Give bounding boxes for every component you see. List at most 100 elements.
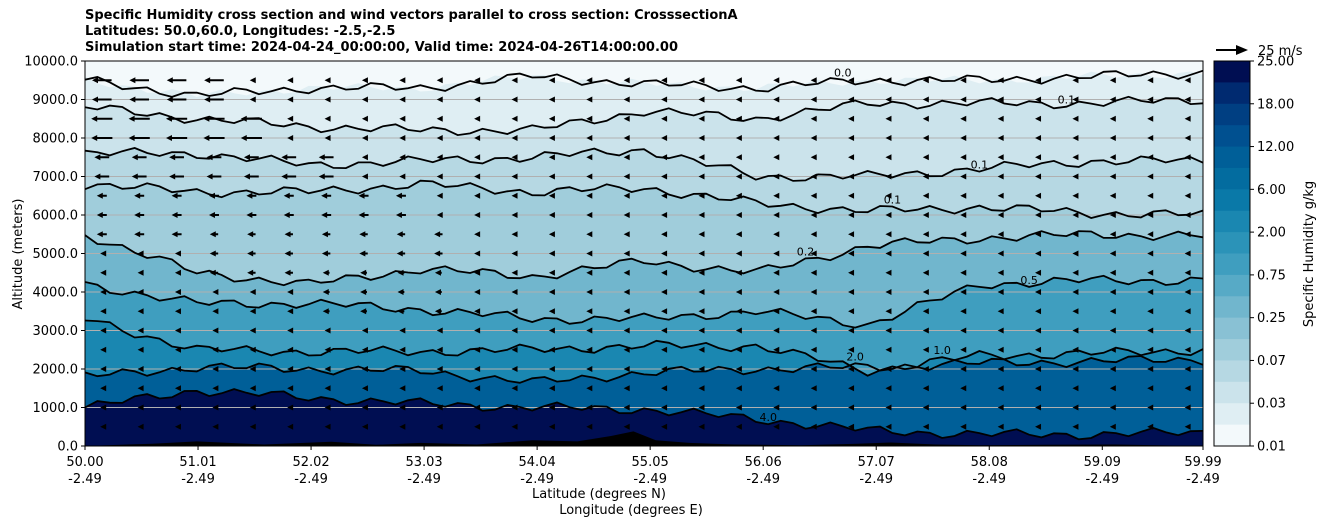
wind-vector	[623, 346, 630, 353]
wind-vector	[318, 173, 334, 180]
wind-vector	[361, 346, 368, 353]
wind-vector-head	[166, 96, 173, 103]
wind-vector-head	[361, 154, 368, 161]
wind-vector	[1035, 404, 1042, 411]
wind-vector	[249, 385, 256, 392]
wind-vector-head	[436, 135, 443, 141]
wind-vector-head	[922, 308, 929, 315]
wind-vector	[735, 423, 742, 430]
wind-vector-head	[922, 269, 929, 276]
quiver-key-label: 25 m/s	[1258, 44, 1303, 59]
wind-vector	[434, 308, 442, 315]
colorbar-label: Specific Humidity g/kg	[1302, 181, 1317, 327]
wind-vector-head	[623, 154, 630, 161]
wind-vector	[281, 154, 297, 161]
wind-vector-head	[96, 231, 103, 238]
wind-vector-head	[169, 154, 176, 161]
wind-vector	[548, 250, 555, 257]
wind-vector	[287, 423, 294, 430]
wind-vector-head	[249, 346, 256, 353]
wind-vector	[922, 327, 929, 334]
wind-vector	[1072, 327, 1079, 334]
contour-label-7: 0.1	[1058, 94, 1076, 107]
wind-vector	[94, 173, 110, 180]
wind-vector-head	[474, 366, 481, 372]
wind-vector-head	[360, 308, 367, 315]
wind-vector-head	[922, 231, 929, 238]
wind-vector	[773, 423, 780, 430]
wind-vector	[100, 346, 107, 353]
wind-vector-head	[698, 366, 705, 372]
wind-vector-head	[474, 154, 481, 161]
wind-vector-head	[997, 269, 1004, 276]
wind-vector-head	[885, 192, 892, 199]
contour-label-4: 0.2	[797, 245, 815, 258]
wind-vector	[586, 77, 593, 84]
wind-vector	[698, 96, 705, 103]
wind-vector-head	[474, 404, 481, 411]
wind-vector-head	[1109, 173, 1116, 180]
wind-vector	[735, 115, 742, 122]
wind-vector	[1184, 423, 1191, 430]
wind-vector	[287, 289, 294, 295]
wind-vector	[1035, 212, 1042, 218]
wind-vector-head	[885, 308, 892, 315]
wind-vector-head	[1184, 308, 1191, 315]
wind-vector	[174, 423, 181, 430]
wind-vector	[1184, 308, 1191, 315]
wind-vector-head	[1035, 231, 1042, 238]
wind-vector	[997, 173, 1004, 180]
wind-vector	[848, 154, 855, 161]
wind-vector-head	[1035, 269, 1042, 276]
wind-vector-head	[1035, 327, 1042, 334]
wind-vector-head	[661, 308, 668, 315]
wind-vector-head	[773, 289, 780, 295]
wind-vector	[661, 289, 668, 295]
wind-vector	[474, 366, 481, 372]
wind-vector	[623, 135, 630, 141]
colorbar-tick-label-4: 2.00	[1257, 226, 1286, 241]
wind-vector-head	[548, 423, 555, 430]
wind-vector-head	[848, 135, 855, 141]
wind-vector-head	[997, 308, 1004, 315]
wind-vector	[174, 404, 181, 411]
wind-vector-head	[922, 423, 929, 430]
wind-vector	[399, 404, 406, 411]
wind-vector	[773, 115, 780, 122]
wind-vector-head	[511, 135, 518, 141]
wind-vector	[206, 173, 222, 180]
wind-vector-head	[1035, 154, 1042, 161]
wind-vector-head	[960, 269, 967, 276]
fill-band-top	[85, 61, 1203, 97]
wind-vector	[1147, 192, 1154, 199]
x-tick-label-lon-2: -2.49	[294, 472, 328, 487]
wind-vector-head	[735, 77, 742, 84]
wind-vector	[586, 154, 593, 161]
wind-vector-head	[1184, 385, 1191, 392]
wind-vector-head	[1184, 366, 1191, 372]
wind-vector-head	[1109, 231, 1116, 238]
wind-vector	[474, 269, 481, 276]
wind-vector-head	[1147, 346, 1154, 353]
wind-vector-head	[735, 192, 742, 199]
wind-vector	[434, 289, 442, 295]
wind-vector	[249, 327, 256, 334]
wind-vector-head	[1035, 308, 1042, 315]
wind-vector	[810, 269, 817, 276]
wind-vector-head	[698, 346, 705, 353]
wind-vector	[586, 423, 593, 430]
wind-vector-head	[773, 404, 780, 411]
wind-vector	[623, 212, 630, 218]
wind-vector	[848, 135, 855, 141]
wind-vector-head	[436, 192, 443, 199]
wind-vector	[735, 385, 742, 392]
wind-vector	[623, 308, 630, 315]
wind-vector	[361, 77, 368, 84]
wind-vector-head	[548, 231, 555, 238]
wind-vector-head	[1035, 404, 1042, 411]
contour-label-8: 0.0	[834, 67, 852, 80]
wind-vector-head	[997, 289, 1004, 295]
wind-vector-head	[1072, 346, 1079, 353]
wind-vector	[1072, 115, 1079, 122]
wind-vector-head	[698, 327, 705, 334]
